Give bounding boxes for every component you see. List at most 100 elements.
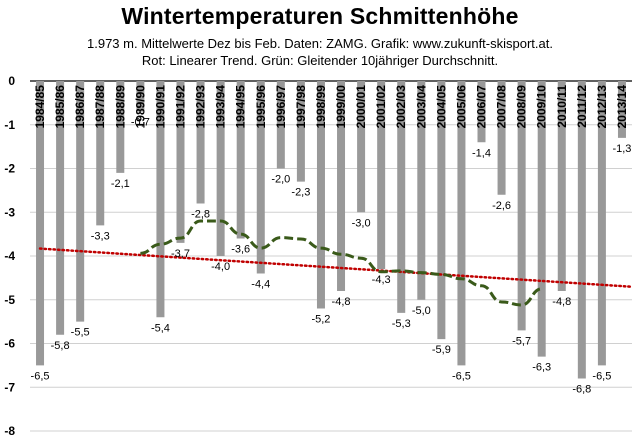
y-tick-label: -8 bbox=[4, 424, 15, 438]
x-tick-label: 2011/12 bbox=[575, 85, 589, 128]
x-tick-labels: 1984/85 1985/86 1986/87 1987/88 1988/89 1989/… bbox=[33, 85, 629, 129]
x-tick-label: 2000/01 bbox=[354, 85, 368, 129]
data-label: -2,0 bbox=[271, 174, 290, 186]
series-lines bbox=[38, 219, 632, 307]
bar bbox=[377, 81, 386, 270]
x-tick-label: 2005/06 bbox=[454, 85, 468, 129]
bar bbox=[76, 81, 85, 322]
x-tick-label: 1985/86 bbox=[53, 85, 67, 129]
bar bbox=[316, 81, 325, 309]
x-tick-label: 1991/92 bbox=[174, 85, 188, 129]
bar bbox=[256, 81, 265, 274]
bar bbox=[557, 81, 566, 291]
x-tick-label: 1997/98 bbox=[294, 85, 308, 129]
x-tick-label: 1999/00 bbox=[334, 85, 348, 129]
y-tick-label: 0 bbox=[8, 74, 15, 88]
x-tick-label: 1986/87 bbox=[73, 85, 87, 129]
data-label: -5,7 bbox=[512, 335, 531, 347]
data-label: -5,0 bbox=[412, 305, 431, 317]
data-label: -3,3 bbox=[91, 230, 110, 242]
data-label: -6,3 bbox=[532, 362, 551, 374]
x-tick-label: 1995/96 bbox=[254, 85, 268, 129]
data-label: -2,8 bbox=[191, 209, 210, 221]
y-tick-label: -3 bbox=[4, 205, 15, 219]
data-label: -5,9 bbox=[432, 344, 451, 356]
x-tick-label: 1992/93 bbox=[194, 85, 208, 129]
y-tick-label: -6 bbox=[4, 337, 15, 351]
y-tick-label: -2 bbox=[4, 162, 15, 176]
chart-subtitle-legend: Rot: Linearer Trend. Grün: Gleitender 10… bbox=[141, 53, 499, 68]
data-label: -5,8 bbox=[51, 340, 70, 352]
y-tick-label: -5 bbox=[4, 293, 15, 307]
data-label: -6,5 bbox=[31, 370, 50, 382]
bar bbox=[216, 81, 225, 256]
gridlines bbox=[30, 80, 632, 432]
data-label: -5,2 bbox=[311, 314, 330, 326]
bar bbox=[116, 81, 125, 173]
x-tick-label: 1989/90 bbox=[133, 85, 147, 129]
bar bbox=[196, 81, 205, 204]
data-labels: -6,5 -5,8-5,5 -3,3 -2,1 -0,7 -5,4 -3,7 -2,8 -4,0… bbox=[31, 117, 632, 396]
data-label: -6,5 bbox=[592, 370, 611, 382]
trend-line bbox=[38, 247, 632, 288]
bar bbox=[236, 81, 245, 239]
bar bbox=[276, 81, 285, 169]
data-label: -4,0 bbox=[211, 261, 230, 273]
data-label: -3,6 bbox=[231, 244, 250, 256]
bar bbox=[156, 81, 165, 318]
data-label: -2,3 bbox=[291, 187, 310, 199]
data-label: -0,7 bbox=[131, 117, 150, 129]
x-tick-label: 2012/13 bbox=[595, 85, 609, 129]
bar bbox=[597, 81, 606, 366]
x-tick-label: 1990/91 bbox=[153, 85, 167, 129]
bar bbox=[176, 81, 185, 243]
x-tick-label: 1984/85 bbox=[33, 85, 47, 129]
bar bbox=[477, 81, 486, 143]
data-label: -4,4 bbox=[251, 279, 270, 291]
x-tick-label: 2010/11 bbox=[555, 85, 569, 128]
data-label: -1,3 bbox=[612, 143, 631, 155]
chart-title: Wintertemperaturen Schmittenhöhe bbox=[121, 3, 519, 29]
bar bbox=[36, 81, 45, 366]
y-tick-label: -1 bbox=[4, 118, 15, 132]
x-tick-label: 2008/09 bbox=[515, 85, 529, 129]
data-label: -6,5 bbox=[452, 370, 471, 382]
bar bbox=[357, 81, 366, 213]
data-label: -3,7 bbox=[171, 248, 190, 260]
data-label: -5,3 bbox=[392, 318, 411, 330]
bar bbox=[497, 81, 506, 195]
moving-average-line bbox=[140, 219, 542, 307]
bar bbox=[136, 81, 145, 112]
chart-subtitle-source: 1.973 m. Mittelwerte Dez bis Feb. Daten:… bbox=[87, 36, 553, 51]
data-label: -3,0 bbox=[352, 217, 371, 229]
bar bbox=[437, 81, 446, 340]
bar bbox=[457, 81, 466, 366]
data-label: -2,1 bbox=[111, 178, 130, 190]
bar bbox=[56, 81, 65, 335]
x-tick-label: 1987/88 bbox=[93, 85, 107, 129]
data-label: -4,8 bbox=[332, 296, 351, 308]
x-tick-label: 1996/97 bbox=[274, 85, 288, 129]
bar bbox=[337, 81, 346, 291]
x-tick-label: 2007/08 bbox=[495, 85, 509, 129]
data-label: -5,5 bbox=[71, 327, 90, 339]
bar bbox=[96, 81, 105, 226]
y-tick-label: -7 bbox=[4, 380, 15, 394]
x-tick-label: 1994/95 bbox=[234, 85, 248, 129]
bars bbox=[36, 81, 626, 379]
data-label: -2,6 bbox=[492, 200, 511, 212]
y-axis: 0 -1 -2 -3 -4 -5 -6 -7 -8 bbox=[4, 74, 632, 438]
y-tick-label: -4 bbox=[4, 249, 15, 263]
bar bbox=[517, 81, 526, 331]
bar bbox=[397, 81, 406, 313]
bar bbox=[296, 81, 305, 182]
x-tick-label: 2003/04 bbox=[414, 85, 428, 129]
x-tick-label: 2009/10 bbox=[535, 85, 549, 129]
bar bbox=[537, 81, 546, 357]
x-tick-label: 1998/99 bbox=[314, 85, 328, 129]
data-label: -1,4 bbox=[472, 147, 491, 159]
x-tick-label: 2004/05 bbox=[434, 85, 448, 129]
x-tick-label: 2001/02 bbox=[374, 85, 388, 129]
bar bbox=[577, 81, 586, 379]
